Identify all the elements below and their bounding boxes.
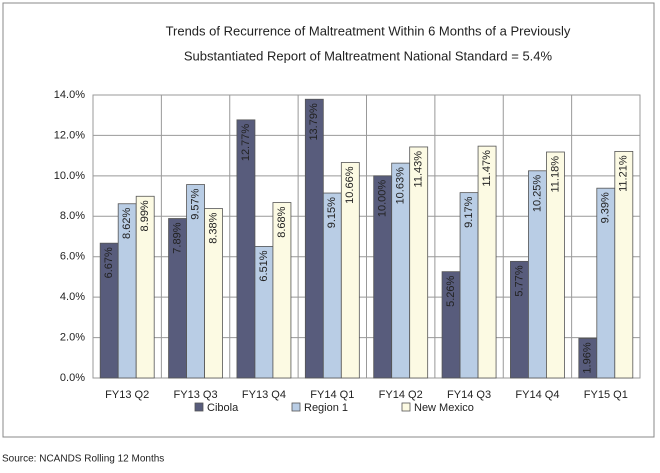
data-label: 8.68% bbox=[276, 206, 288, 237]
bar bbox=[135, 195, 155, 379]
data-label: 8.99% bbox=[139, 200, 151, 231]
legend-label: Cibola bbox=[207, 402, 239, 414]
legend-label: New Mexico bbox=[414, 402, 474, 414]
data-label: 9.57% bbox=[189, 188, 201, 219]
data-label: 6.67% bbox=[103, 247, 115, 278]
x-tick-label: FY13 Q3 bbox=[174, 389, 218, 401]
data-label: 1.96% bbox=[582, 342, 594, 373]
y-tick-label: 6.0% bbox=[60, 251, 85, 263]
legend-swatch bbox=[401, 402, 411, 412]
bar bbox=[409, 146, 429, 379]
bar bbox=[272, 202, 292, 379]
data-label: 8.62% bbox=[121, 208, 133, 239]
x-tick-label: FY14 Q3 bbox=[447, 389, 491, 401]
bar bbox=[546, 151, 565, 379]
x-tick-label: FY14 Q1 bbox=[310, 389, 354, 401]
y-tick-label: 2.0% bbox=[60, 331, 85, 343]
data-label: 13.79% bbox=[308, 103, 320, 141]
y-tick-label: 4.0% bbox=[60, 291, 85, 303]
y-tick-label: 10.0% bbox=[54, 170, 85, 182]
data-label: 7.89% bbox=[171, 222, 183, 253]
data-label: 11.18% bbox=[549, 156, 561, 193]
data-label: 6.51% bbox=[258, 250, 270, 281]
data-label: 10.00% bbox=[377, 180, 389, 218]
x-tick-label: FY13 Q4 bbox=[242, 389, 286, 401]
y-tick-label: 14.0% bbox=[54, 89, 85, 101]
source-note: Source: NCANDS Rolling 12 Months bbox=[2, 454, 164, 465]
x-tick-label: FY14 Q4 bbox=[515, 389, 559, 401]
data-label: 9.39% bbox=[600, 192, 612, 223]
data-label: 8.38% bbox=[207, 212, 219, 243]
chart-title: Substantiated Report of Maltreatment Nat… bbox=[184, 48, 553, 63]
bar bbox=[340, 162, 360, 379]
data-label: 5.26% bbox=[445, 275, 457, 306]
x-tick-label: FY15 Q1 bbox=[584, 389, 628, 401]
data-label: 10.25% bbox=[531, 175, 543, 213]
data-label: 10.63% bbox=[395, 167, 407, 205]
bar bbox=[477, 145, 497, 379]
y-tick-label: 12.0% bbox=[54, 129, 85, 141]
data-label: 11.43% bbox=[413, 151, 425, 188]
y-tick-label: 0.0% bbox=[60, 372, 85, 384]
data-label: 11.21% bbox=[618, 155, 630, 192]
data-label: 12.77% bbox=[240, 124, 252, 162]
legend-swatch bbox=[194, 402, 204, 412]
x-tick-label: FY14 Q2 bbox=[379, 389, 423, 401]
bar bbox=[204, 208, 223, 379]
data-label: 10.66% bbox=[344, 166, 356, 204]
bar bbox=[614, 150, 634, 379]
chart-title: Trends of Recurrence of Maltreatment Wit… bbox=[166, 23, 571, 38]
x-tick-label: FY13 Q2 bbox=[105, 389, 149, 401]
legend-label: Region 1 bbox=[304, 402, 348, 414]
data-label: 5.77% bbox=[513, 265, 525, 296]
data-label: 9.15% bbox=[326, 197, 338, 228]
y-tick-label: 8.0% bbox=[60, 210, 85, 222]
data-label: 9.17% bbox=[463, 196, 475, 227]
data-label: 11.47% bbox=[481, 150, 493, 187]
legend-swatch bbox=[291, 402, 301, 412]
